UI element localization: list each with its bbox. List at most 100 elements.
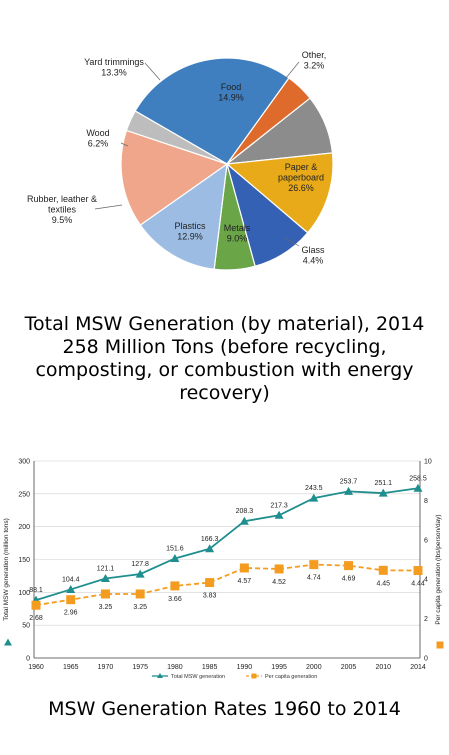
legend-marker-per-capita — [251, 673, 257, 679]
total-msw-label-1990: 208.3 — [236, 508, 254, 515]
right-axis-title: Per capita generation (lbs/person/day) — [435, 514, 442, 624]
per-capita-label-2014: 4.44 — [411, 581, 425, 588]
per-capita-point-1995 — [274, 564, 284, 574]
pie-caption-line-2: 258 Million Tons (before recycling, — [62, 336, 387, 358]
total-msw-point-1985 — [205, 544, 215, 553]
pie-label-wood: Wood 6.2% — [86, 128, 109, 149]
per-capita-point-1960 — [31, 600, 41, 610]
right-tick-6: 6 — [424, 537, 428, 544]
line-chart: 0 50 100 150 200 250 300 0 2 4 6 8 10 1960 1965 1970 197… — [3, 459, 444, 680]
right-tick-2: 2 — [424, 616, 428, 623]
per-capita-point-1975 — [135, 589, 145, 599]
pie-leader-wood — [120, 142, 129, 147]
total-msw-point-1970 — [100, 573, 110, 582]
pie-label-paper-paperboard: Paper & paperboard 26.6% — [278, 162, 324, 193]
pie-label-food: Food 14.9% — [218, 82, 244, 103]
left-tick-100: 100 — [18, 590, 30, 597]
legend-label-total: Total MSW generation — [171, 674, 225, 680]
x-tick-2014: 2014 — [410, 664, 426, 671]
x-tick-1985: 1985 — [202, 664, 218, 671]
x-tick-2005: 2005 — [341, 664, 357, 671]
per-capita-label-1970: 3.25 — [99, 604, 113, 611]
per-capita-point-1985 — [205, 578, 215, 588]
left-tick-250: 250 — [18, 491, 30, 498]
left-tick-50: 50 — [22, 623, 30, 630]
pie-label-plastics: Plastics 12.9% — [174, 221, 206, 242]
total-msw-point-1990 — [239, 516, 249, 525]
legend-label-per-capita: Per capita generation — [265, 674, 317, 680]
pie-slice-yard-trimmings — [139, 162, 228, 270]
x-tick-1965: 1965 — [63, 664, 79, 671]
pie-chart: Paper & paperboard 26.6% Glass 4.4% Metals 9.0… — [27, 50, 334, 271]
pie-leader-glass — [284, 237, 300, 247]
pie-chart-caption: Total MSW Generation (by material), 2014… — [0, 313, 449, 405]
pie-caption-line-3: composting, or combustion with energy — [35, 359, 414, 381]
per-capita-point-1990 — [239, 563, 249, 573]
pie-leader-yard-trimmings — [144, 62, 161, 81]
per-capita-label-1960: 2.68 — [29, 615, 43, 622]
per-capita-label-1980: 3.66 — [168, 596, 182, 603]
right-tick-10: 10 — [424, 459, 432, 466]
total-msw-label-1960: 88.1 — [29, 587, 43, 594]
left-axis-series-marker — [4, 638, 12, 646]
total-msw-label-1975: 127.8 — [131, 561, 149, 568]
total-msw-point-2014 — [413, 483, 423, 492]
total-msw-point-2000 — [309, 493, 319, 502]
pie-slice-other — [125, 110, 228, 165]
total-msw-label-1985: 166.3 — [201, 536, 219, 543]
legend-marker-total — [157, 673, 163, 678]
per-capita-point-2014 — [413, 566, 423, 576]
total-msw-label-2005: 253.7 — [340, 478, 358, 485]
per-capita-label-1990: 4.57 — [238, 578, 252, 585]
total-msw-point-2005 — [344, 486, 354, 495]
per-capita-label-2000: 4.74 — [307, 575, 321, 582]
per-capita-point-1970 — [100, 589, 110, 599]
left-tick-200: 200 — [18, 524, 30, 531]
per-capita-label-1995: 4.52 — [272, 579, 286, 586]
total-msw-label-1980: 151.6 — [166, 545, 184, 552]
x-tick-2010: 2010 — [375, 664, 391, 671]
per-capita-label-1985: 3.83 — [203, 593, 217, 600]
pie-label-yard-trimmings: Yard trimmings 13.3% — [84, 57, 144, 78]
per-capita-label-1965: 2.96 — [64, 610, 78, 617]
pie-label-other: Other, 3.2% — [302, 50, 327, 71]
total-msw-label-2014: 258.5 — [409, 475, 427, 482]
x-tick-2000: 2000 — [306, 664, 322, 671]
per-capita-point-2000 — [309, 560, 319, 570]
pie-slice-paper-paperboard — [134, 57, 290, 165]
x-tick-1970: 1970 — [98, 664, 114, 671]
total-msw-point-1965 — [66, 584, 76, 593]
pie-label-glass: Glass 4.4% — [301, 245, 325, 266]
pie-caption-line-1: Total MSW Generation (by material), 2014 — [24, 313, 425, 335]
total-msw-label-2000: 243.5 — [305, 485, 323, 492]
total-msw-label-1970: 121.1 — [97, 565, 115, 572]
pie-leader-rubber-leather-textiles — [94, 204, 123, 210]
total-msw-point-1975 — [135, 569, 145, 578]
total-msw-label-1965: 104.4 — [62, 576, 80, 583]
x-tick-1990: 1990 — [237, 664, 253, 671]
left-tick-300: 300 — [18, 459, 30, 466]
total-msw-label-2010: 251.1 — [375, 480, 393, 487]
per-capita-point-2010 — [378, 565, 388, 575]
right-axis-series-marker — [436, 641, 444, 649]
line-chart-caption: MSW Generation Rates 1960 to 2014 — [48, 698, 401, 720]
per-capita-point-1980 — [170, 581, 180, 591]
per-capita-point-1965 — [66, 595, 76, 605]
x-tick-1975: 1975 — [132, 664, 148, 671]
pie-slice-plastics — [225, 152, 334, 234]
left-tick-150: 150 — [18, 557, 30, 564]
series-line-per-capita-generation — [35, 563, 419, 607]
total-msw-point-1980 — [170, 553, 180, 562]
pie-leader-other — [285, 61, 300, 79]
per-capita-point-2005 — [344, 561, 354, 571]
total-msw-label-1995: 217.3 — [270, 502, 288, 509]
left-axis-title: Total MSW generation (million tons) — [3, 518, 10, 621]
pie-slice-food — [120, 129, 229, 226]
per-capita-label-2005: 4.69 — [342, 576, 356, 583]
per-capita-label-1975: 3.25 — [133, 604, 147, 611]
x-tick-1995: 1995 — [271, 664, 287, 671]
x-tick-1960: 1960 — [28, 664, 44, 671]
pie-label-metals: Metals 9.0% — [224, 223, 251, 244]
series-line-total-msw-generation — [35, 487, 419, 602]
x-tick-1980: 1980 — [167, 664, 183, 671]
